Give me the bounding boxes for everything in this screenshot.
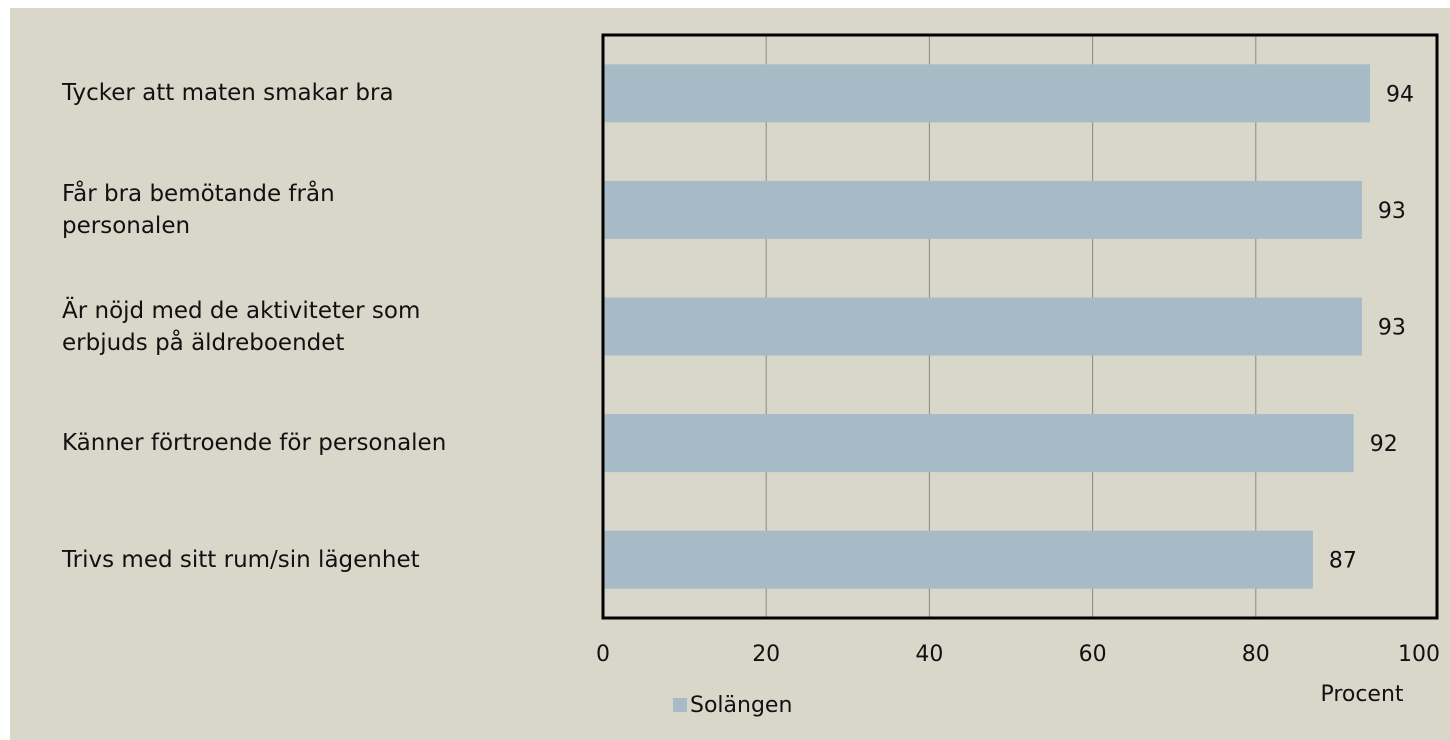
value-label: 93 xyxy=(1378,316,1406,341)
bar xyxy=(603,180,1362,239)
x-tick-label: 20 xyxy=(752,642,780,667)
category-label: Trivs med sitt rum/sin lägenhet xyxy=(62,546,420,573)
category-label: Är nöjd med de aktiviteter som erbjuds p… xyxy=(62,297,421,356)
value-label: 93 xyxy=(1378,199,1406,224)
category-label: Får bra bemötande från personalen xyxy=(62,180,335,239)
category-label: Tycker att maten smakar bra xyxy=(62,80,394,107)
x-tick-label: 40 xyxy=(915,642,943,667)
value-label: 92 xyxy=(1370,432,1398,457)
x-tick-label: 60 xyxy=(1079,642,1107,667)
bar xyxy=(603,414,1354,473)
value-label: 94 xyxy=(1386,82,1414,107)
legend-label: Solängen xyxy=(690,693,792,718)
x-tick-label: 0 xyxy=(596,642,610,667)
bar xyxy=(603,530,1313,589)
x-tick-label: 100 xyxy=(1398,642,1440,667)
category-label: Känner förtroende för personalen xyxy=(62,430,447,457)
value-label: 87 xyxy=(1329,549,1357,574)
bar xyxy=(603,297,1362,356)
bar xyxy=(603,64,1371,123)
plot-border xyxy=(601,33,1439,620)
x-axis-label: Procent xyxy=(1320,682,1403,707)
legend-swatch xyxy=(673,698,687,712)
x-tick-label: 80 xyxy=(1242,642,1270,667)
